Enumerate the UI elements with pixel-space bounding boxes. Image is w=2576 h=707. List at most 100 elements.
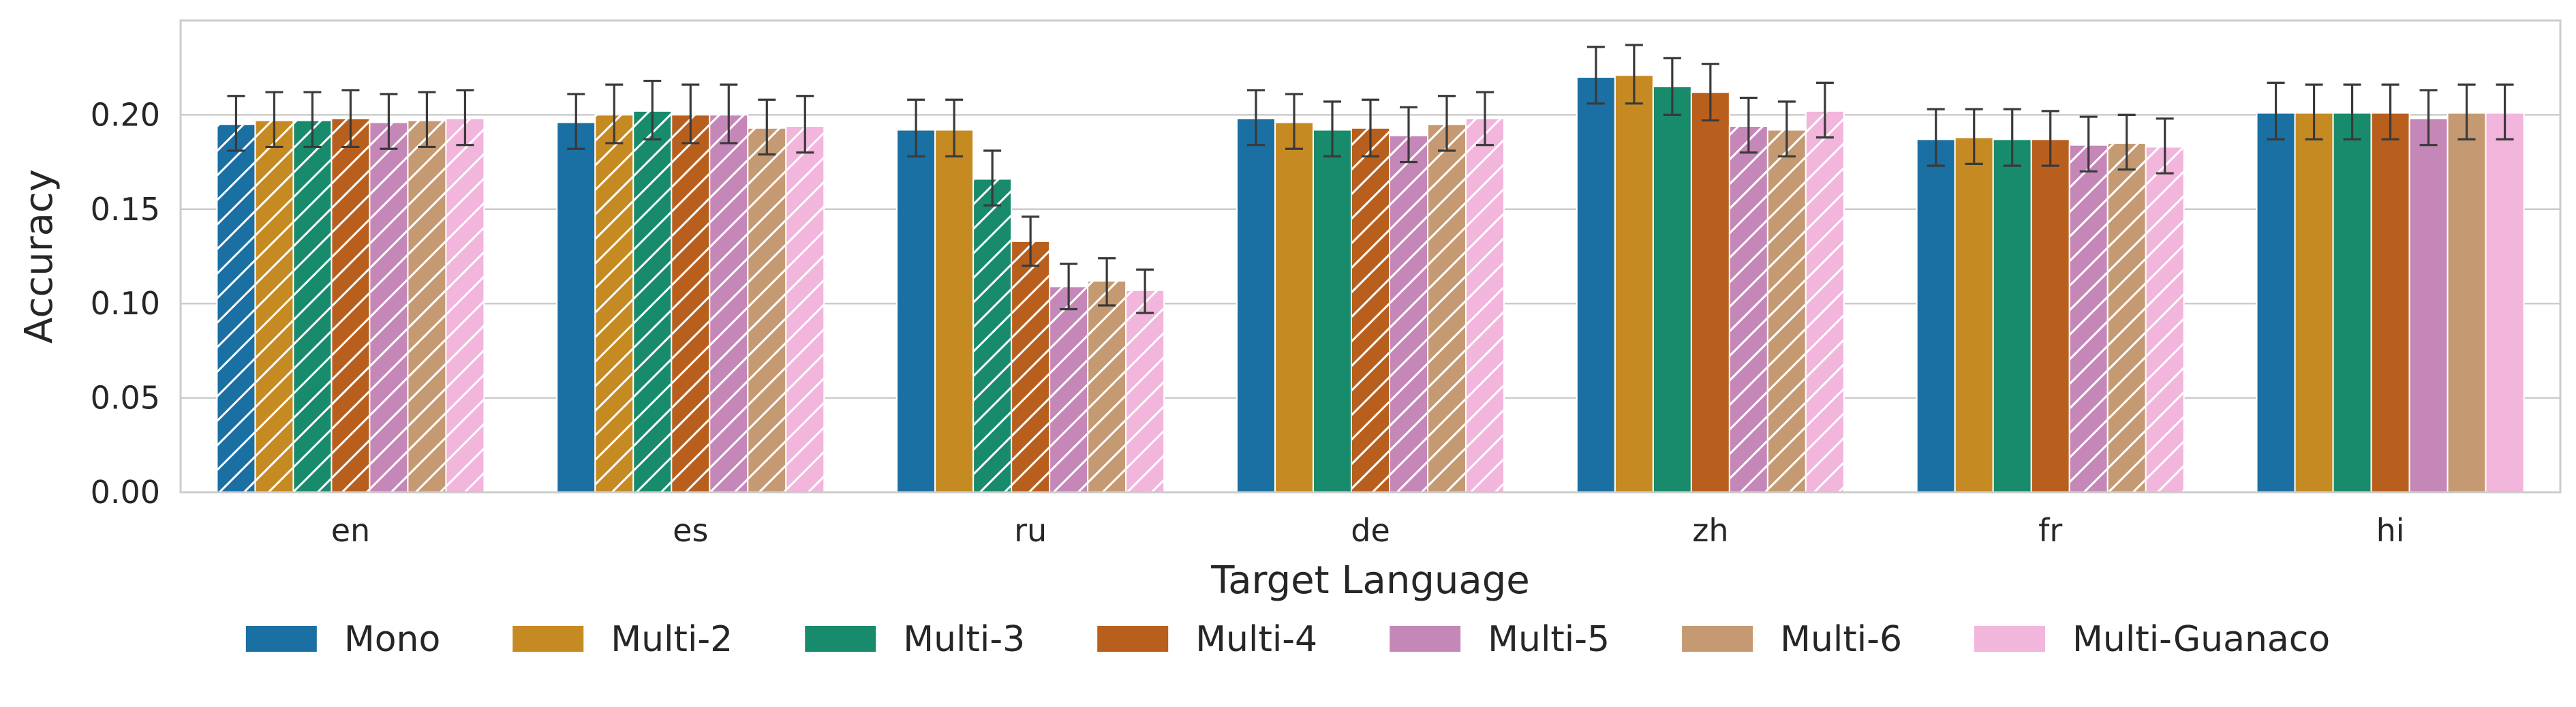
error-bar — [720, 83, 738, 145]
bar-en-multi-guanaco — [445, 117, 485, 494]
bar-ru-multi-3 — [972, 178, 1013, 493]
error-bar — [2343, 83, 2361, 140]
bar-en-multi-3 — [292, 119, 333, 494]
bar — [2370, 112, 2410, 493]
bar-es-multi-3 — [632, 110, 673, 493]
error-bar — [1400, 106, 1417, 164]
bar-de-multi-2 — [1274, 121, 1314, 494]
bar-de-multi-4 — [1351, 127, 1390, 493]
bar — [2447, 112, 2487, 493]
bar-hatch — [293, 120, 332, 493]
error-bars — [227, 44, 2514, 314]
bar — [1652, 85, 1692, 493]
bar-hatch — [1011, 241, 1050, 492]
error-bar — [758, 98, 776, 156]
error-bar — [1625, 44, 1643, 105]
legend-item-multi-2: Multi-2 — [512, 619, 733, 660]
bar-hatch — [255, 120, 294, 493]
error-bar — [983, 149, 1002, 207]
error-bar — [227, 95, 245, 152]
legend-label: Multi-6 — [1780, 619, 1902, 660]
bar — [2332, 112, 2372, 493]
error-bar — [2457, 83, 2476, 140]
error-bar — [1815, 81, 1834, 139]
bar-hatch — [633, 110, 672, 492]
legend-item-multi-6: Multi-6 — [1682, 619, 1902, 660]
x-axis-title: Target Language — [1210, 558, 1529, 603]
error-bar — [341, 89, 360, 149]
bar-hatch — [671, 115, 710, 492]
x-tick-label: de — [1351, 512, 1390, 549]
error-bar — [1701, 63, 1719, 122]
error-bar — [2117, 113, 2136, 171]
plot-frame — [179, 19, 2562, 494]
error-bar — [1927, 108, 1945, 167]
x-tick-label: es — [673, 512, 708, 549]
y-tick-labels: 0.00 0.05 0.10 0.15 0.20 — [91, 96, 160, 511]
bar-hatch — [446, 118, 485, 492]
y-axis-title: Accuracy — [17, 169, 61, 344]
bar-hatch — [973, 179, 1012, 492]
x-tick-label: fr — [2038, 512, 2062, 549]
bar-hatch — [408, 120, 446, 493]
bar — [1690, 91, 1730, 493]
legend-label: Mono — [344, 619, 440, 660]
bar-zh-multi-3 — [1652, 85, 1692, 493]
bar-ru-mono — [896, 129, 936, 493]
y-tick-label: 0.00 — [91, 474, 160, 511]
bar — [2408, 117, 2449, 494]
bar-hi-multi-5 — [2408, 117, 2449, 494]
error-bar — [945, 98, 964, 157]
bar-ru-multi-4 — [1011, 240, 1051, 493]
error-bar — [796, 95, 814, 154]
bar-hatch — [1767, 130, 1806, 492]
legend: Mono Multi-2 Multi-3 Multi-4 Multi-5 Multi-6 M… — [245, 619, 2330, 660]
legend-swatch — [245, 626, 317, 652]
bar — [1614, 74, 1654, 494]
bar-de-multi-3 — [1313, 129, 1352, 493]
bar-en-multi-4 — [331, 117, 371, 494]
error-bar — [643, 79, 662, 140]
bar-hatch — [1428, 124, 1466, 493]
bar-ru-multi-guanaco — [1125, 289, 1165, 493]
error-bar — [2267, 81, 2285, 140]
legend-swatch — [1682, 626, 1753, 652]
bar-hatch — [709, 115, 748, 492]
legend-label: Multi-4 — [1195, 619, 1317, 660]
bar-es-multi-guanaco — [785, 125, 825, 493]
bar-en-multi-6 — [407, 119, 447, 494]
bar-hatch — [1805, 110, 1844, 492]
error-bar — [1777, 100, 1796, 157]
bar — [2030, 138, 2070, 494]
legend-swatch — [805, 626, 876, 652]
error-bar — [1362, 98, 1379, 157]
bar-hi-multi-3 — [2332, 112, 2372, 493]
bar — [1576, 76, 1616, 494]
bar-hatch — [2069, 145, 2108, 493]
bar-hatch — [1390, 135, 1428, 492]
error-bar — [1438, 95, 1456, 152]
bar-hi-multi-2 — [2294, 112, 2334, 493]
error-bar — [1586, 46, 1605, 105]
bar-hatch — [1049, 286, 1088, 492]
legend-label: Multi-3 — [903, 619, 1025, 660]
error-bar — [1247, 89, 1265, 147]
y-tick-label: 0.05 — [91, 380, 160, 417]
bar-es-multi-4 — [671, 114, 711, 493]
y-tick-label: 0.15 — [91, 191, 160, 228]
bar — [2294, 112, 2334, 493]
bar-zh-multi-guanaco — [1805, 110, 1845, 493]
bar-hatch — [786, 126, 825, 492]
bar-es-mono — [556, 121, 596, 494]
bars — [216, 74, 2525, 494]
bar-hatch — [331, 118, 370, 492]
bar-ru-multi-6 — [1087, 280, 1127, 493]
error-bar — [2496, 83, 2514, 140]
legend-swatch — [1974, 626, 2046, 652]
bar-de-multi-6 — [1427, 123, 1467, 494]
bar-hatch — [217, 124, 256, 493]
bar-hatch — [1088, 280, 1126, 492]
bar-hatch — [748, 127, 786, 492]
error-bar — [2003, 108, 2021, 167]
